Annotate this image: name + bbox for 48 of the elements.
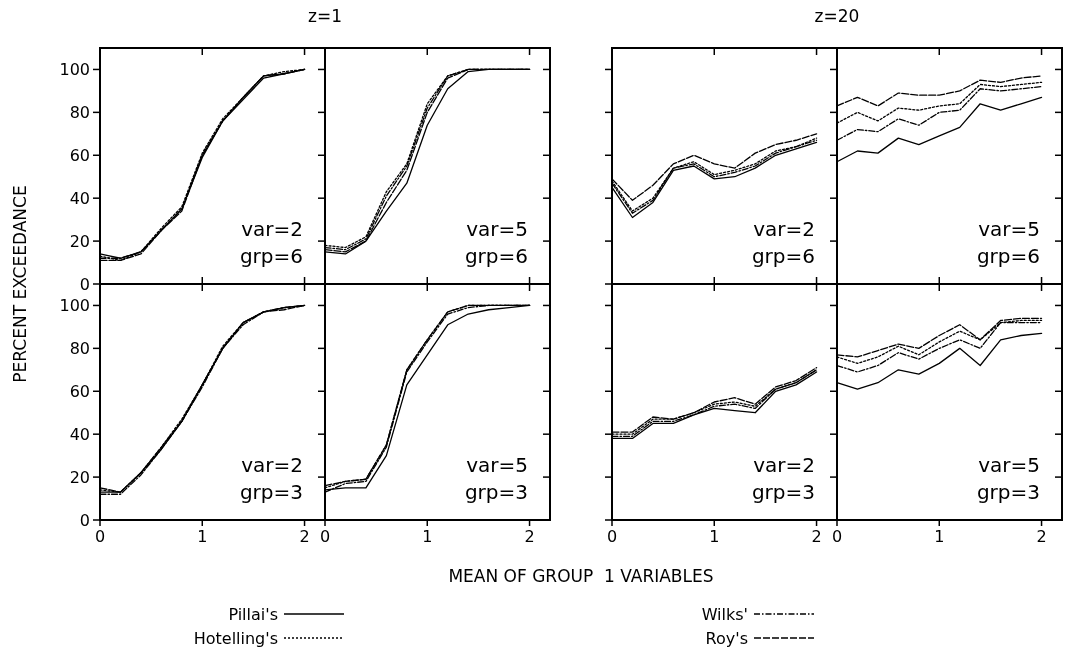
annotation: var=5 xyxy=(466,217,528,241)
y-tick-label: 80 xyxy=(69,102,90,122)
annotation: var=5 xyxy=(978,453,1040,477)
annotation: var=2 xyxy=(241,217,303,241)
x-tick-label: 0 xyxy=(319,527,331,546)
y-tick-label: 80 xyxy=(69,338,90,358)
x-tick-label: 2 xyxy=(811,527,822,546)
x-tick-label: 2 xyxy=(299,527,310,546)
annotation: grp=6 xyxy=(751,244,815,268)
x-tick-label: 2 xyxy=(524,527,535,546)
x-tick-label: 1 xyxy=(709,527,720,546)
annotation: var=2 xyxy=(753,453,815,477)
y-tick-label: 0 xyxy=(79,274,90,294)
annotation: var=2 xyxy=(753,217,815,241)
y-axis-title: PERCENT EXCEEDANCE xyxy=(10,185,30,383)
annotation: grp=6 xyxy=(464,244,528,268)
annotation: grp=3 xyxy=(976,480,1040,504)
annotation: var=2 xyxy=(241,453,303,477)
annotation: grp=3 xyxy=(751,480,815,504)
x-tick-label: 2 xyxy=(1036,527,1047,546)
x-tick-label: 1 xyxy=(934,527,945,546)
x-tick-label: 0 xyxy=(94,527,106,546)
y-tick-label: 20 xyxy=(69,467,90,487)
legend-label: Pillai's xyxy=(228,604,278,624)
y-tick-label: 20 xyxy=(69,231,90,251)
annotation: var=5 xyxy=(466,453,528,477)
legend-label: Wilks' xyxy=(701,604,748,624)
legend-label: Roy's xyxy=(705,628,748,648)
chart-title: z=1 xyxy=(308,6,342,26)
x-tick-label: 1 xyxy=(422,527,433,546)
x-axis-title: MEAN OF GROUP 1 VARIABLES xyxy=(448,566,714,586)
annotation: grp=6 xyxy=(239,244,303,268)
y-tick-label: 60 xyxy=(69,145,90,165)
annotation: grp=3 xyxy=(239,480,303,504)
annotation: var=5 xyxy=(978,217,1040,241)
x-tick-label: 0 xyxy=(606,527,618,546)
annotation: grp=3 xyxy=(464,480,528,504)
annotation: grp=6 xyxy=(976,244,1040,268)
x-tick-label: 1 xyxy=(197,527,208,546)
y-tick-label: 100 xyxy=(59,60,90,80)
y-tick-label: 100 xyxy=(59,296,90,316)
chart-title: z=20 xyxy=(814,6,860,26)
x-tick-label: 0 xyxy=(831,527,843,546)
y-tick-label: 40 xyxy=(69,188,90,208)
y-tick-label: 0 xyxy=(79,510,90,530)
legend-label: Hotelling's xyxy=(193,628,278,648)
y-tick-label: 60 xyxy=(69,381,90,401)
y-tick-label: 40 xyxy=(69,424,90,444)
